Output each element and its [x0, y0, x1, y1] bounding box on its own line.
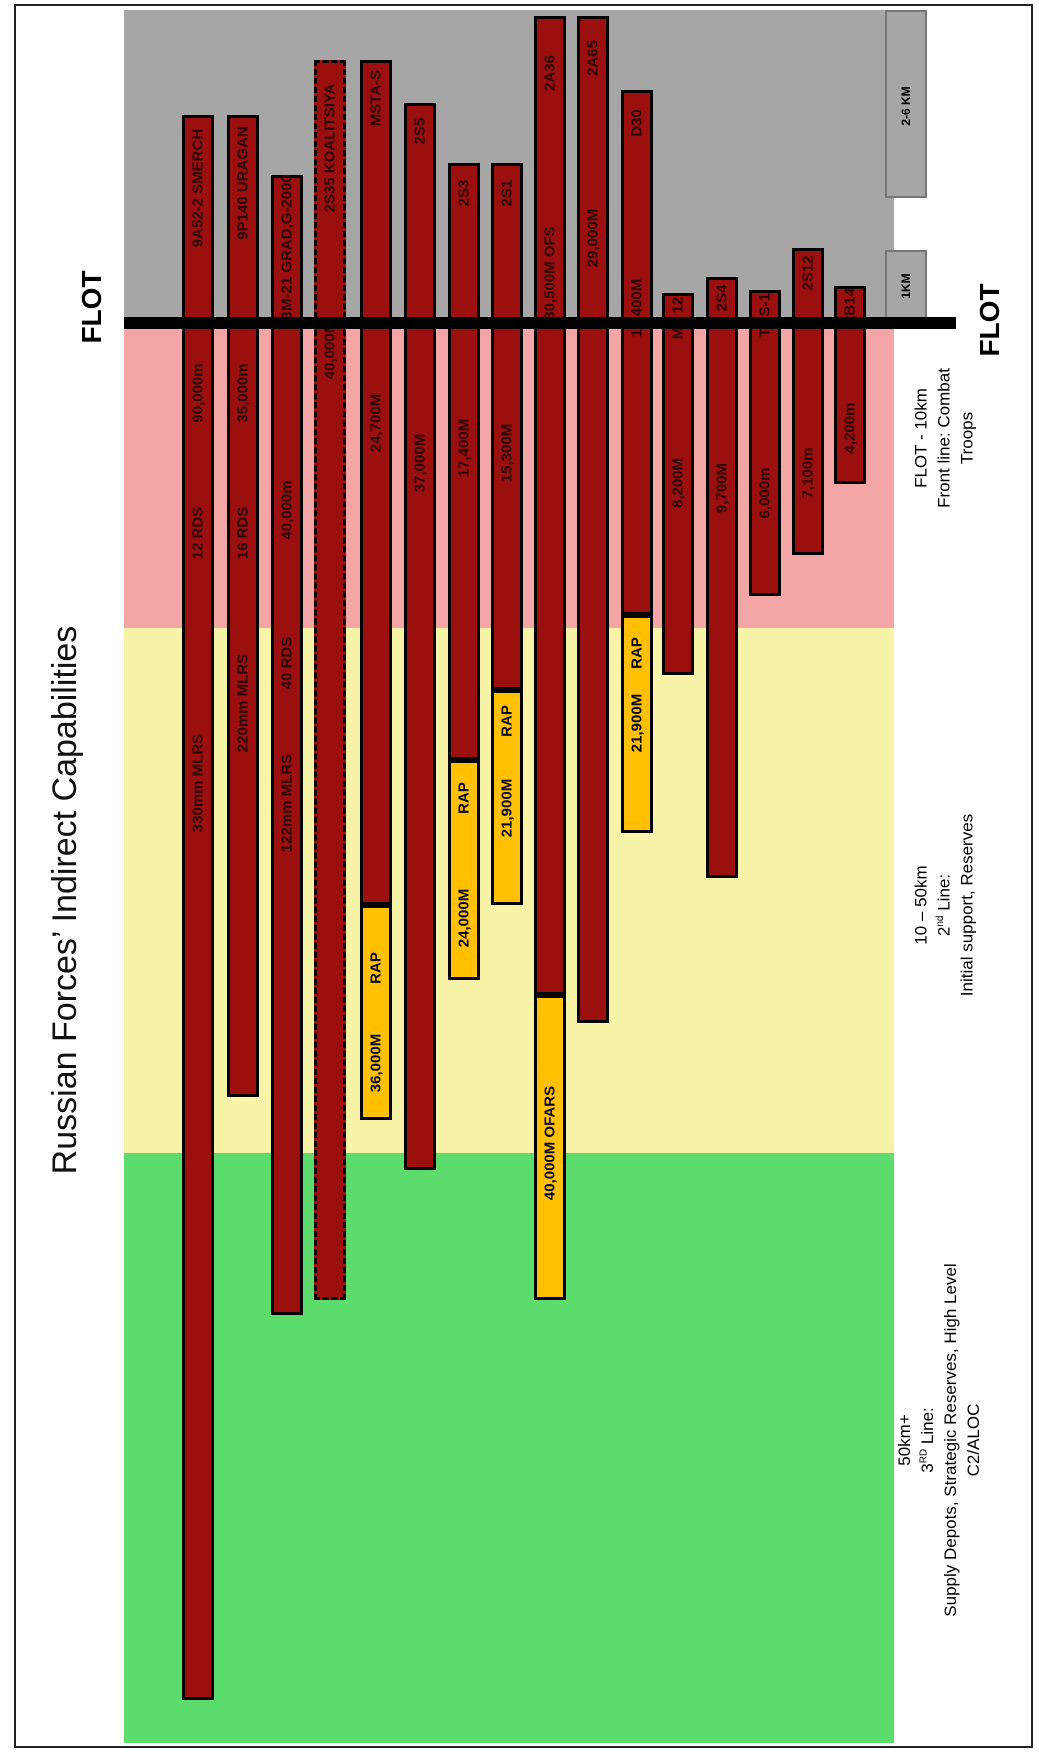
bar-label: TOS-1	[756, 293, 774, 337]
weapon-range-bar: MSTA-S 24,700M	[360, 60, 392, 905]
rap-label: 21,900M	[628, 693, 646, 753]
bar-label: 7,100m	[799, 447, 817, 499]
front-line-annotation: FLOT - 10km Front line: Combat Troops	[911, 368, 980, 508]
bar-label: 30,500M OFS	[541, 226, 559, 320]
weapon-range-bar: D30 15,400M	[621, 90, 653, 615]
bar-label: MSTA-S	[367, 69, 385, 127]
bar-label: 9A52-2 SMERCH	[189, 128, 207, 248]
annotation-line: 3RD Line:	[918, 1407, 938, 1473]
annotation-line: C2/ALOC	[963, 1403, 983, 1477]
bar-label: 37,000M	[411, 433, 429, 493]
scale-box-label: 2-6 KM	[899, 86, 913, 126]
bar-label: 2S12	[799, 255, 817, 291]
weapon-range-bar: 2S3 17,400M	[448, 163, 480, 760]
flot-label-right: FLOT	[974, 283, 1005, 357]
rap-label: RAP	[628, 637, 646, 669]
scale-box-label: 1KM	[899, 273, 913, 299]
weapon-range-bar: 2S35 KOALITSIYA 40,000M	[314, 60, 346, 1300]
bar-label: 35,000m	[234, 363, 252, 423]
rap-range-bar: RAP 21,900M	[621, 615, 653, 833]
annotation-line: 2nd Line:	[934, 873, 954, 937]
weapon-range-bar: 2S5 37,000M	[404, 103, 436, 1170]
bar-label: BM-21 GRAD,G-2000	[278, 174, 296, 322]
weapon-range-bar: 2S4 9,700M	[706, 277, 738, 878]
bar-label: 220mm MLRS	[234, 653, 252, 753]
bar-label: 2S3	[455, 179, 473, 207]
bar-label: 9,700M	[713, 462, 731, 514]
bar-label: 4,200m	[841, 402, 859, 454]
bar-label: 24,700M	[367, 393, 385, 453]
bar-label: 2S4	[713, 284, 731, 312]
bar-label: 16 RDS	[234, 506, 252, 560]
bar-label: 40,000M	[321, 320, 339, 380]
weapon-range-bar: MT 128,200M	[662, 293, 694, 675]
bar-label: 40,000m	[278, 480, 296, 540]
zone-third-line	[124, 1153, 894, 1743]
rap-label: 40,000M OFARS	[541, 1085, 559, 1201]
annotation-line: Troops	[957, 411, 977, 465]
weapon-range-bar: 2S1 15,300M	[491, 163, 523, 690]
bar-label: 122mm MLRS	[278, 753, 296, 853]
rap-label: 21,900M	[498, 778, 516, 838]
rap-range-bar: RAP 21,900M	[491, 690, 523, 905]
bar-label: 2S5	[411, 117, 429, 145]
bar-label: 15,300M	[498, 423, 516, 483]
bar-label: 29,000M	[584, 208, 602, 268]
weapon-range-bar: 2A36 30,500M OFS	[534, 16, 566, 995]
bar-label: 17,400M	[455, 418, 473, 478]
bar-label: 2S35 KOALITSIYA	[321, 83, 339, 213]
bar-label: 2A65	[584, 40, 602, 76]
annotation-line: Front line: Combat	[934, 368, 954, 508]
weapon-range-bar: 9P140 URAGAN 35,000m 16 RDS 220mm MLRS	[227, 115, 259, 1097]
weapon-range-bar: BM-21 GRAD,G-2000 40,000m 40 RDS 122mm MLRS	[271, 174, 303, 1315]
annotation-superscript: RD	[918, 1448, 930, 1464]
bar-label: 2S1	[498, 179, 516, 207]
annotation-line: 10 – 50km	[911, 865, 931, 945]
annotation-superscript: nd	[934, 915, 946, 927]
flot-line	[124, 317, 956, 329]
flot-label-left: FLOT	[76, 270, 107, 344]
rap-label: RAP	[455, 782, 473, 814]
second-line-annotation: 10 – 50km 2nd Line: Initial support, Res…	[911, 814, 980, 996]
rap-label: 24,000M	[455, 888, 473, 948]
weapon-range-bar: TOS-1 6,000m	[749, 290, 781, 596]
rap-label: RAP	[498, 705, 516, 737]
diagram-title: Russian Forces’ Indirect Capabilities	[46, 625, 84, 1175]
scale-box-2-6km: 2-6 KM	[885, 10, 927, 198]
weapon-range-bar: 9A52-2 SMERCH 90,000m 12 RDS 330mm MLRS	[182, 115, 214, 1700]
rap-label: 36,000M	[367, 1033, 385, 1093]
bar-label: 12 RDS	[189, 506, 207, 560]
bar-label: 40 RDS	[278, 636, 296, 690]
rap-label: RAP	[367, 952, 385, 984]
annotation-line-number: 3	[918, 1463, 938, 1473]
annotation-line: Supply Depots, Strategic Reserves, High …	[941, 1263, 960, 1617]
bar-label: 2A36	[541, 55, 559, 91]
rap-range-bar: RAP 24,000M	[448, 760, 480, 980]
bar-label: 330mm MLRS	[189, 733, 207, 833]
bar-label: 8,200M	[669, 457, 687, 509]
bar-label: D30	[628, 109, 646, 137]
bar-label: 9P140 URAGAN	[234, 126, 252, 240]
third-line-annotation: 50km+ 3RD Line: Supply Depots, Strategic…	[894, 1263, 986, 1616]
annotation-line-number: 2	[934, 926, 954, 937]
rap-range-bar: RAP 36,000M	[360, 905, 392, 1120]
weapon-range-bar: 2S12 7,100m	[792, 248, 824, 555]
weapon-range-bar: 2A65 29,000M	[577, 16, 609, 1023]
annotation-line: FLOT - 10km	[911, 388, 931, 488]
annotation-line: 50km+	[895, 1414, 915, 1466]
diagram-frame	[14, 4, 1033, 1748]
rap-range-bar: 40,000M OFARS	[534, 995, 566, 1300]
weapon-range-bar: 2B14 4,200m	[834, 286, 866, 484]
bar-label: 90,000m	[189, 363, 207, 423]
scale-box-1km: 1KM	[885, 250, 927, 322]
bar-label: 6,000m	[756, 467, 774, 519]
annotation-line: Initial support, Reserves	[957, 813, 977, 997]
